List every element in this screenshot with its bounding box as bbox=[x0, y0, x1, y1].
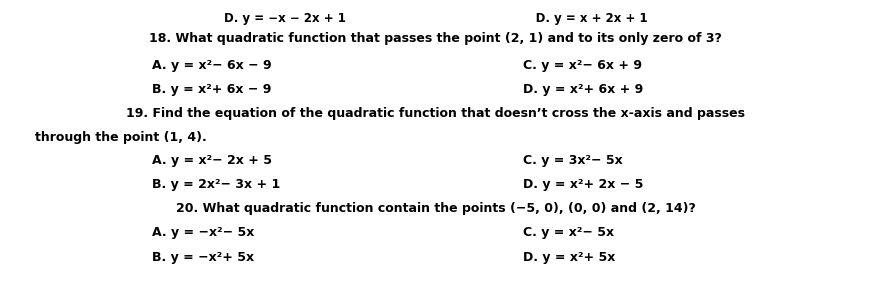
Text: C. y = x²− 5x: C. y = x²− 5x bbox=[523, 226, 614, 239]
Text: C. y = x²− 6x + 9: C. y = x²− 6x + 9 bbox=[523, 59, 642, 72]
Text: A. y = x²− 2x + 5: A. y = x²− 2x + 5 bbox=[152, 154, 273, 167]
Text: D. y = x²+ 5x: D. y = x²+ 5x bbox=[523, 251, 615, 264]
Text: D. y = x²+ 2x − 5: D. y = x²+ 2x − 5 bbox=[523, 178, 643, 191]
Text: C. y = 3x²− 5x: C. y = 3x²− 5x bbox=[523, 154, 623, 167]
Text: A. y = −x²− 5x: A. y = −x²− 5x bbox=[152, 226, 255, 239]
Text: through the point (1, 4).: through the point (1, 4). bbox=[35, 131, 206, 144]
Text: 18. What quadratic function that passes the point (2, 1) and to its only zero of: 18. What quadratic function that passes … bbox=[149, 32, 722, 45]
Text: D. y = −x − 2x + 1                                              D. y = x + 2x + : D. y = −x − 2x + 1 D. y = x + 2x + bbox=[224, 12, 647, 25]
Text: B. y = x²+ 6x − 9: B. y = x²+ 6x − 9 bbox=[152, 83, 272, 96]
Text: 19. Find the equation of the quadratic function that doesn’t cross the x-axis an: 19. Find the equation of the quadratic f… bbox=[126, 107, 745, 120]
Text: 20. What quadratic function contain the points (−5, 0), (0, 0) and (2, 14)?: 20. What quadratic function contain the … bbox=[176, 202, 695, 215]
Text: B. y = 2x²− 3x + 1: B. y = 2x²− 3x + 1 bbox=[152, 178, 280, 191]
Text: B. y = −x²+ 5x: B. y = −x²+ 5x bbox=[152, 251, 254, 264]
Text: D. y = x²+ 6x + 9: D. y = x²+ 6x + 9 bbox=[523, 83, 643, 96]
Text: A. y = x²− 6x − 9: A. y = x²− 6x − 9 bbox=[152, 59, 272, 72]
